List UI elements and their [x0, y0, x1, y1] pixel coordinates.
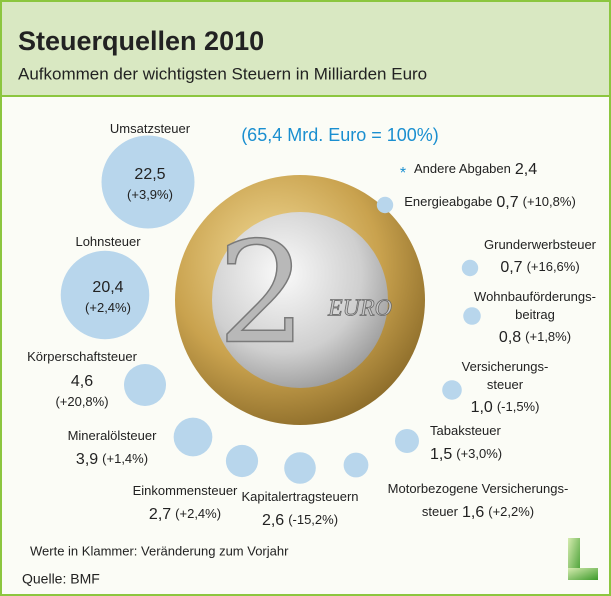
value-label: 2,7	[149, 506, 171, 523]
bubble-label: 22,5	[134, 166, 165, 183]
bubble	[101, 135, 195, 229]
bubble-label: Energieabgabe 0,7 (+10,8%)	[404, 194, 576, 211]
title: Steuerquellen 2010	[18, 26, 264, 56]
coin-numeral: 2	[217, 213, 306, 376]
bubble	[284, 452, 316, 484]
category-label: steuer	[487, 377, 524, 392]
change-label: (+2,2%)	[488, 504, 534, 519]
bubble-label: Lohnsteuer	[75, 234, 141, 249]
value-label: 4,6	[71, 373, 93, 390]
category-label: Versicherungs-	[462, 359, 549, 374]
bubble-label: steuer 1,6 (+2,2%)	[422, 504, 534, 521]
bubble-label: 0,7 (+16,6%)	[500, 259, 579, 276]
change-label: (-1,5%)	[497, 399, 540, 414]
category-label: Motorbezogene Versicherungs-	[388, 481, 569, 496]
bubble-label: 20,4	[92, 279, 123, 296]
value-label: 2,6	[262, 512, 284, 529]
bubble	[343, 452, 369, 478]
bubble	[463, 307, 481, 325]
bubble	[376, 196, 394, 214]
subtitle: Aufkommen der wichtigsten Steuern in Mil…	[18, 64, 427, 83]
bubble-label: (+2,4%)	[85, 300, 131, 315]
bubble-label: Körperschaftsteuer	[27, 349, 138, 364]
bubble-label: (+20,8%)	[55, 394, 108, 409]
bubble-label: Einkommensteuer	[133, 483, 238, 498]
category-label: Mineralölsteuer	[68, 428, 158, 443]
value-label: 22,5	[134, 166, 165, 183]
bubble-label: Tabaksteuer	[430, 423, 501, 438]
category-label: Wohnbauförderungs-	[474, 289, 596, 304]
category-label: Kapitalertragsteuern	[241, 489, 358, 504]
bubble-label: Kapitalertragsteuern	[241, 489, 358, 504]
bubble-label: 3,9 (+1,4%)	[76, 451, 148, 468]
bubble-label: (+3,9%)	[127, 187, 173, 202]
change-label: (-15,2%)	[288, 512, 338, 527]
bubble-label: Mineralölsteuer	[68, 428, 158, 443]
total-note: (65,4 Mrd. Euro = 100%)	[241, 125, 439, 145]
other: Andere Abgaben 2,4	[414, 161, 537, 178]
bubble-label: 2,6 (-15,2%)	[262, 512, 338, 529]
category-label: Umsatzsteuer	[110, 121, 191, 136]
category-label: Einkommensteuer	[133, 483, 238, 498]
change-label: (+2,4%)	[175, 506, 221, 521]
value-label: 20,4	[92, 279, 123, 296]
bubble-label: Motorbezogene Versicherungs-	[388, 481, 569, 496]
category-label: Grunderwerbsteuer	[484, 237, 597, 252]
bubble-label: 1,0 (-1,5%)	[471, 399, 540, 416]
value-label: 1,6	[462, 504, 484, 521]
bubble-label: 4,6	[71, 373, 93, 390]
logo	[568, 538, 598, 580]
bubble-label: Wohnbauförderungs-	[474, 289, 596, 304]
category-label: Körperschaftsteuer	[27, 349, 138, 364]
change-label: (+16,6%)	[527, 259, 580, 274]
bubble	[461, 259, 479, 277]
category-label: beitrag	[515, 307, 555, 322]
bubble-label: steuer	[487, 377, 524, 392]
change-label: (+10,8%)	[523, 194, 576, 209]
bubble	[123, 363, 167, 407]
bubble-label: 0,8 (+1,8%)	[499, 329, 571, 346]
change-label: (+1,8%)	[525, 329, 571, 344]
change-label: (+2,4%)	[85, 300, 131, 315]
bubble-label: beitrag	[515, 307, 555, 322]
bubble	[173, 417, 213, 457]
bubble-label: Umsatzsteuer	[110, 121, 191, 136]
coin: 2 EURO	[175, 175, 425, 425]
other-value: 2,4	[515, 161, 537, 178]
category-label: steuer	[422, 504, 459, 519]
value-label: 1,0	[471, 399, 493, 416]
value-label: 3,9	[76, 451, 98, 468]
change-label: (+3,9%)	[127, 187, 173, 202]
coin-center	[212, 212, 388, 388]
change-label: (+20,8%)	[55, 394, 108, 409]
change-label: (+1,4%)	[102, 451, 148, 466]
value-label: 0,7	[496, 194, 518, 211]
other-marker: *	[400, 165, 406, 182]
bubble	[60, 250, 150, 340]
coin-label: EURO	[327, 296, 392, 322]
change-label: (+3,0%)	[456, 446, 502, 461]
bubble-label: 1,5 (+3,0%)	[430, 446, 502, 463]
bubble	[225, 444, 259, 478]
bubble	[394, 428, 420, 454]
bubble	[442, 380, 462, 400]
header	[0, 0, 611, 97]
source: Quelle: BMF	[22, 571, 100, 587]
bubble-label: 2,7 (+2,4%)	[149, 506, 221, 523]
logo-foot	[568, 568, 598, 580]
category-label: Lohnsteuer	[75, 234, 141, 249]
value-label: 0,7	[500, 259, 522, 276]
value-label: 1,5	[430, 446, 452, 463]
bubble-label: Grunderwerbsteuer	[484, 237, 597, 252]
category-label: Energieabgabe	[404, 194, 492, 209]
category-label: Tabaksteuer	[430, 423, 501, 438]
footnote: Werte in Klammer: Veränderung zum Vorjah…	[30, 543, 289, 558]
bubble-label: Versicherungs-	[462, 359, 549, 374]
other-label: Andere Abgaben	[414, 161, 511, 176]
value-label: 0,8	[499, 329, 521, 346]
